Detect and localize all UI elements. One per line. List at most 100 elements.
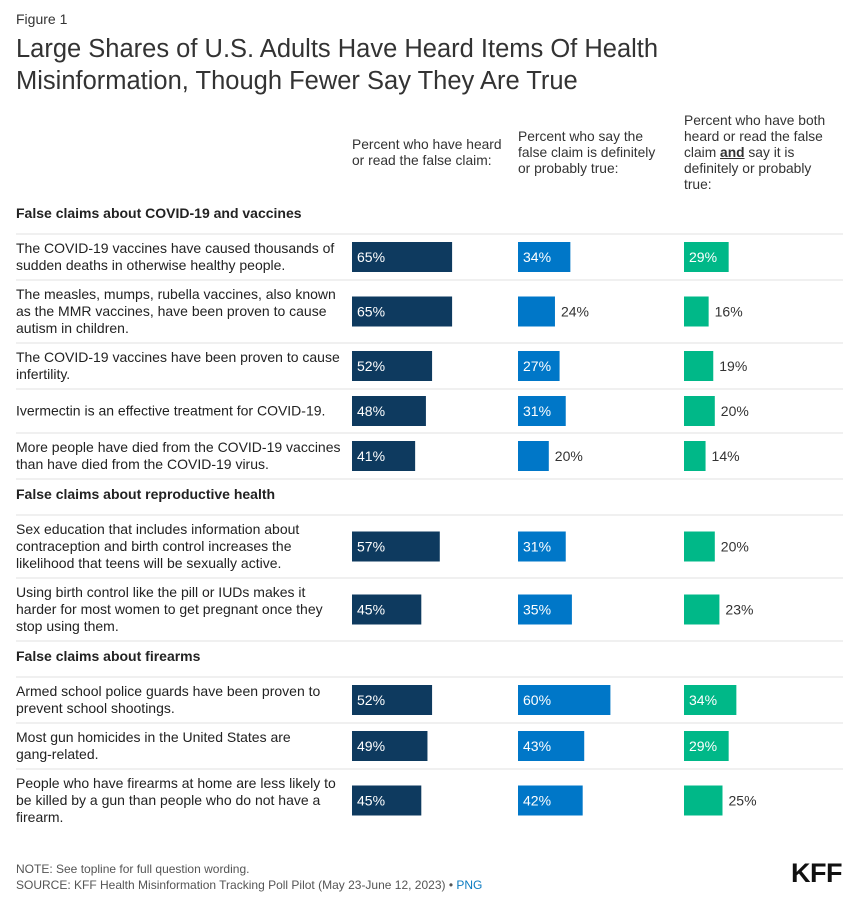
claim-text-line: Most gun homicides in the United States … (16, 729, 291, 745)
bar-col1 (352, 731, 428, 761)
bar-value-label: 45% (357, 793, 385, 809)
claim-text-line: likelihood that teens will be sexually a… (16, 555, 281, 571)
bar-col2 (518, 594, 572, 625)
bar-value-label: 65% (357, 304, 385, 320)
bar-value-label: 60% (523, 692, 551, 708)
bar-value-label: 31% (523, 539, 551, 555)
claim-text-line: sudden deaths in otherwise healthy peopl… (16, 257, 285, 273)
kff-logo: KFF (791, 858, 842, 888)
claim-text-line: prevent school shootings. (16, 700, 175, 716)
claim-text-line: The COVID-19 vaccines have caused thousa… (16, 240, 334, 256)
claim-text-line: stop using them. (16, 618, 119, 634)
column-header-both-bold: and (720, 145, 745, 160)
bar-col1 (352, 296, 453, 327)
bar-value-label: 35% (523, 602, 551, 618)
claim-text-line: gang-related. (16, 746, 99, 762)
note-text: NOTE: See topline for full question word… (16, 862, 250, 876)
claim-text: More people have died from the COVID-19 … (16, 439, 341, 472)
bar-value-label: 65% (357, 249, 385, 265)
claim-text-line: autism in children. (16, 320, 129, 336)
bar-col3 (684, 785, 723, 816)
png-download-link[interactable]: PNG (456, 878, 483, 892)
column-header-both-after: say it is definitely or probably true: (684, 145, 812, 192)
bar-value-label: 34% (689, 692, 717, 708)
bar-value-label: 52% (357, 358, 385, 374)
bar-col3 (684, 441, 706, 471)
bar-value-label: 48% (357, 403, 385, 419)
bar-col2 (518, 396, 566, 426)
bar-value-label: 29% (689, 738, 717, 754)
bar-col1 (352, 441, 416, 471)
bar-col3 (684, 396, 715, 426)
bar-value-label: 34% (523, 249, 551, 265)
claim-text-line: infertility. (16, 366, 70, 382)
bar-col3 (684, 731, 729, 761)
bar-value-label: 25% (729, 793, 757, 809)
bar-value-label: 43% (523, 738, 551, 754)
bar-col2 (518, 531, 566, 562)
bar-col1 (352, 351, 433, 381)
bar-value-label: 14% (712, 448, 740, 464)
group-heading: False claims about firearms (16, 648, 201, 664)
claim-text-line: Ivermectin is an effective treatment for… (16, 403, 325, 419)
claim-text-line: Sex education that includes information … (16, 521, 299, 537)
bar-col1 (352, 685, 433, 715)
bar-col2 (518, 731, 585, 761)
bar-col2 (518, 242, 571, 272)
group-heading: False claims about reproductive health (16, 486, 275, 502)
bar-col3 (684, 351, 714, 381)
bar-col3 (684, 594, 720, 625)
bar-value-label: 57% (357, 539, 385, 555)
bar-col1 (352, 785, 422, 816)
column-header-true: Percent who say the false claim is defin… (518, 129, 656, 176)
claim-text-line: contraception and birth control increase… (16, 538, 292, 554)
bar-value-label: 45% (357, 602, 385, 618)
claim-text: The COVID-19 vaccines have caused thousa… (16, 240, 334, 273)
bar-value-label: 23% (725, 602, 753, 618)
bar-value-label: 52% (357, 692, 385, 708)
bar-col2 (518, 785, 583, 816)
bar-col2 (518, 296, 555, 327)
claim-text: Using birth control like the pill or IUD… (16, 584, 323, 634)
claim-text: Ivermectin is an effective treatment for… (16, 403, 325, 419)
claim-text: The measles, mumps, rubella vaccines, al… (16, 286, 336, 336)
source-text: SOURCE: KFF Health Misinformation Tracki… (16, 877, 482, 893)
claim-text-line: The COVID-19 vaccines have been proven t… (16, 349, 340, 365)
source-label: SOURCE: KFF Health Misinformation Tracki… (16, 878, 454, 892)
bar-value-label: 16% (715, 304, 743, 320)
bar-col1 (352, 396, 426, 426)
column-header-heard: Percent who have heard or read the false… (352, 137, 502, 168)
chart-title: Large Shares of U.S. Adults Have Heard I… (16, 35, 659, 95)
bar-value-label: 42% (523, 793, 551, 809)
bar-value-label: 20% (721, 403, 749, 419)
claim-text-line: be killed by a gun than people who do no… (16, 792, 321, 808)
bar-value-label: 41% (357, 448, 385, 464)
bar-value-label: 19% (719, 358, 747, 374)
claim-text: Sex education that includes information … (16, 521, 299, 571)
claim-text-line: than have died from the COVID-19 virus. (16, 456, 269, 472)
bar-value-label: 49% (357, 738, 385, 754)
claim-text-line: Armed school police guards have been pro… (16, 683, 321, 699)
column-header-both: Percent who have both heard or read the … (684, 113, 836, 193)
claim-text-line: Using birth control like the pill or IUD… (16, 584, 306, 600)
bar-col2 (518, 685, 611, 715)
bar-value-label: 31% (523, 403, 551, 419)
claim-text-line: People who have firearms at home are les… (16, 775, 336, 791)
claim-text-line: The measles, mumps, rubella vaccines, al… (16, 286, 336, 302)
bar-col3 (684, 531, 715, 562)
figure-label: Figure 1 (16, 11, 68, 27)
bar-col1 (352, 242, 453, 272)
bar-value-label: 29% (689, 249, 717, 265)
bar-col2 (518, 351, 560, 381)
bar-col1 (352, 531, 440, 562)
bar-col3 (684, 296, 709, 327)
bar-value-label: 27% (523, 358, 551, 374)
bar-col3 (684, 685, 737, 715)
claim-text: The COVID-19 vaccines have been proven t… (16, 349, 340, 382)
bar-value-label: 20% (721, 539, 749, 555)
claim-text-line: firearm. (16, 809, 63, 825)
bar-col1 (352, 594, 422, 625)
claim-text-line: More people have died from the COVID-19 … (16, 439, 341, 455)
claim-text-line: harder for most women to get pregnant on… (16, 601, 323, 617)
